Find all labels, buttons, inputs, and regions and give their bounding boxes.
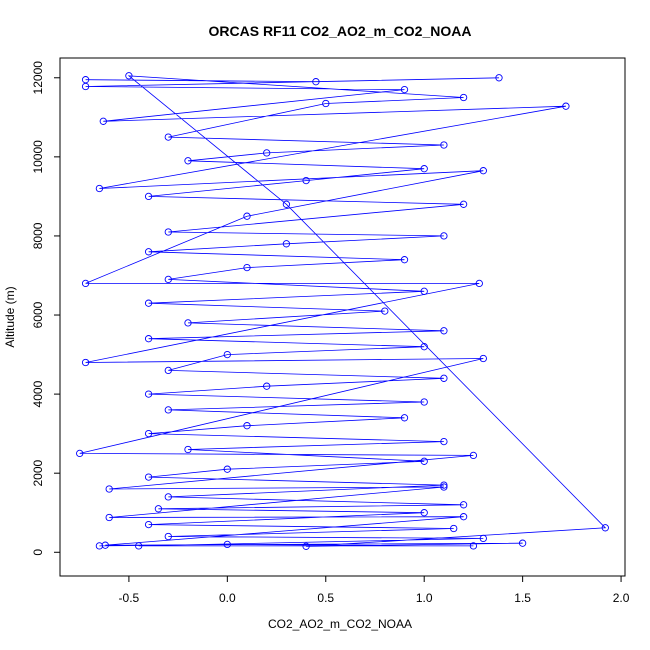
data-point [282,200,291,208]
x-tick-label: 1.5 [514,591,531,605]
data-point [601,524,609,532]
data-point [164,366,172,375]
data-point [154,505,163,513]
data-point [223,350,231,359]
data-point [322,99,330,108]
data-point [440,483,448,491]
data-point [164,493,172,501]
data-point [164,133,172,141]
data-point [125,72,133,80]
data-point [223,540,231,549]
data-point [400,256,409,264]
y-tick-label: 0 [31,549,45,556]
data-point [105,513,113,522]
data-point [81,279,90,288]
data-point [420,165,428,173]
data-point [164,532,172,541]
data-point [400,85,409,94]
data-point [420,457,428,465]
data-point [144,299,153,307]
data-point [459,93,468,102]
chart-title: ORCAS RF11 CO2_AO2_m_CO2_NOAA [209,23,472,39]
data-point [144,520,153,529]
data-point [76,449,84,458]
data-point [184,445,192,454]
data-point [400,414,409,422]
data-point [144,335,153,343]
data-point [95,184,104,193]
data-point [144,429,153,438]
y-tick-label: 6000 [31,301,45,328]
y-tick-label: 12000 [31,61,45,95]
data-point [440,327,448,335]
data-point [302,542,310,550]
data-point [263,149,271,157]
data-point [99,117,107,125]
y-tick-label: 8000 [31,222,45,249]
data-point [420,398,428,406]
x-tick-label: 0.0 [219,591,236,605]
data-point [440,374,448,382]
data-point [164,275,172,284]
data-point [144,390,153,398]
data-point [81,358,90,367]
data-point [144,192,153,201]
data-point [184,157,192,165]
data-point [381,307,389,315]
data-point [420,287,428,295]
x-axis-label: CO2_AO2_m_CO2_NOAA [268,617,412,631]
data-point [144,473,153,481]
x-tick-label: 2.0 [613,591,630,605]
data-point [164,228,172,236]
series-line [79,75,607,547]
y-tick-label: 10000 [31,140,45,174]
data-point [440,141,448,149]
data-point [243,212,251,220]
x-tick-label: -0.5 [119,591,140,605]
data-point [475,279,483,288]
data-point [479,354,487,363]
data-point [479,534,487,543]
data-point [223,465,231,473]
data-point [95,542,104,550]
data-point [282,240,291,248]
data-point [420,509,428,517]
data-point [184,319,192,327]
x-tick-label: 1.0 [416,591,433,605]
data-point [164,406,172,414]
x-tick-label: 0.5 [317,591,334,605]
data-point [450,524,458,533]
data-point [479,167,487,175]
data-point [469,542,478,550]
data-point [459,501,468,509]
data-point [105,485,113,493]
data-point [243,422,251,430]
data-point [440,481,448,489]
y-tick-label: 4000 [31,380,45,407]
data-point [440,437,448,446]
data-point [459,513,468,521]
data-layer [76,72,609,550]
data-point [562,102,570,110]
x-axis: -0.5 0.0 0.5 1.0 1.5 2.0 [119,575,630,605]
data-point [263,382,271,390]
data-point [312,78,320,86]
data-point [518,539,527,547]
data-point [420,343,428,351]
y-axis: 0 2000 4000 6000 8000 10000 12000 [31,61,61,556]
data-point [81,82,90,91]
plot-frame [59,57,626,577]
data-point [144,248,153,256]
data-point [440,232,448,240]
data-point [459,200,468,208]
data-point [302,176,310,185]
y-tick-label: 2000 [31,460,45,487]
data-point [135,542,143,550]
data-point [495,74,503,82]
data-point [469,451,478,460]
y-axis-label: Altitude (m) [3,286,17,347]
data-point [243,263,251,272]
